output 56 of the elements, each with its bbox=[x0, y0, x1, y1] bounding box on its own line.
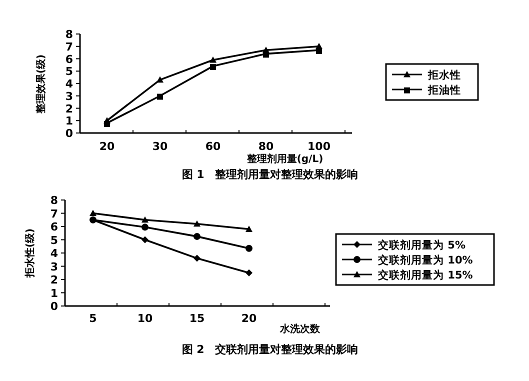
point bbox=[194, 254, 200, 262]
legend-label: 交联剂用量为 10% bbox=[377, 254, 474, 266]
point bbox=[263, 52, 269, 58]
y-tick-label: 6 bbox=[65, 52, 74, 66]
x-tick-label: 20 bbox=[99, 140, 115, 153]
point bbox=[246, 226, 252, 232]
y-tick-label: 8 bbox=[65, 28, 73, 41]
point bbox=[157, 94, 163, 100]
point bbox=[90, 216, 96, 224]
y-tick-label: 0 bbox=[65, 127, 74, 140]
point bbox=[142, 236, 148, 244]
x-axis-title: 水洗次数 bbox=[279, 323, 321, 335]
point bbox=[246, 269, 252, 276]
x-tick-label: 10 bbox=[137, 312, 153, 325]
point bbox=[142, 216, 148, 223]
y-tick-label: 5 bbox=[65, 65, 73, 78]
y-tick-label: 1 bbox=[50, 286, 58, 300]
point bbox=[194, 232, 200, 240]
legend-label: 交联剂用量为 15% bbox=[377, 268, 474, 282]
y-tick-label: 4 bbox=[50, 247, 58, 260]
y-tick-label: 5 bbox=[50, 234, 58, 247]
legend-label: 拒油性 bbox=[427, 84, 461, 96]
point bbox=[316, 48, 322, 54]
point bbox=[246, 244, 252, 252]
y-tick-label: 3 bbox=[65, 90, 73, 103]
point bbox=[104, 121, 110, 127]
y-tick-label: 1 bbox=[65, 114, 73, 128]
y-tick-label: 3 bbox=[50, 260, 58, 274]
y-tick-label: 7 bbox=[65, 40, 73, 54]
legend-label: 拒水性 bbox=[427, 68, 461, 82]
text: 图 1 整理剂用量对整理效果的影响 bbox=[182, 168, 358, 181]
y-tick-label: 2 bbox=[65, 102, 73, 116]
y-tick-label: 6 bbox=[50, 220, 58, 234]
x-tick-label: 20 bbox=[241, 312, 257, 325]
y-tick-label: 0 bbox=[50, 300, 58, 313]
y-tick-label: 4 bbox=[65, 78, 74, 90]
text: 图 2 交联剂用量对整理效果的影响 bbox=[182, 343, 358, 356]
legend-label: 交联剂用量为 5% bbox=[377, 238, 466, 252]
point bbox=[156, 76, 164, 83]
x-tick-label: 30 bbox=[152, 140, 168, 153]
y-axis-title: 拒水性(级) bbox=[24, 228, 36, 279]
point bbox=[210, 64, 216, 70]
y-tick-label: 7 bbox=[50, 207, 58, 220]
y-axis-title: 整理效果(级) bbox=[35, 54, 47, 115]
x-tick-label: 80 bbox=[258, 140, 274, 153]
x-tick-label: 5 bbox=[89, 312, 97, 325]
x-axis-title: 整理剂用量(g/L) bbox=[246, 153, 324, 165]
x-tick-label: 100 bbox=[308, 140, 331, 153]
y-tick-label: 8 bbox=[50, 194, 58, 207]
x-tick-label: 60 bbox=[205, 140, 221, 153]
point bbox=[142, 224, 148, 231]
point bbox=[194, 220, 200, 227]
point bbox=[90, 210, 96, 216]
y-tick-label: 2 bbox=[50, 274, 58, 286]
point bbox=[210, 56, 216, 63]
x-tick-label: 15 bbox=[189, 312, 205, 325]
